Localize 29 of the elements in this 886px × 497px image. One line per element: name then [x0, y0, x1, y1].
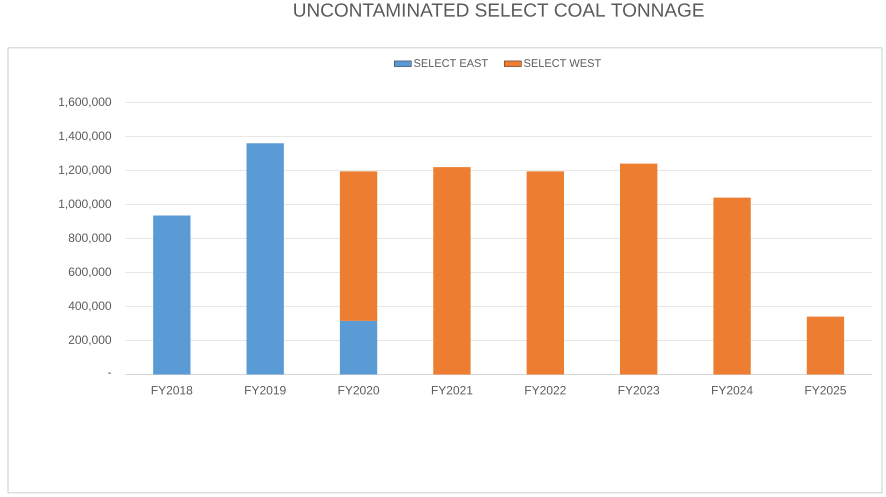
x-tick-label: FY2021	[432, 386, 472, 395]
x-tick-label: FY2020	[338, 386, 380, 395]
legend-label: SELECT EAST	[414, 59, 488, 68]
bar	[340, 320, 378, 375]
legend-label: SELECT WEST	[524, 59, 601, 68]
x-tick-label: FY2018	[152, 386, 192, 395]
bar	[713, 198, 751, 375]
x-tick-label: FY2019	[245, 386, 286, 395]
y-tick-label: 200,000	[68, 336, 112, 346]
x-tick-label: FY2022	[525, 386, 566, 395]
y-tick-label: 1,000,000	[59, 200, 112, 210]
y-tick-label: 1,600,000	[59, 98, 112, 108]
chart-title: UNCONTAMINATED SELECT COAL TONNAGE	[294, 3, 704, 17]
y-tick-label: 800,000	[68, 234, 112, 244]
bar	[806, 316, 844, 375]
y-tick-label: 600,000	[68, 268, 112, 278]
bar	[153, 216, 190, 375]
bar	[620, 164, 658, 375]
y-tick-label: -	[108, 372, 112, 374]
bar	[246, 143, 284, 375]
bar	[526, 171, 564, 375]
y-tick-label: 400,000	[68, 302, 112, 312]
bar	[433, 167, 471, 375]
x-tick-label: FY2023	[618, 386, 660, 395]
x-tick-label: FY2025	[805, 386, 846, 395]
y-tick-label: 1,200,000	[59, 166, 112, 176]
x-tick-label: FY2024	[712, 386, 753, 395]
bar	[340, 171, 378, 321]
y-tick-label: 1,400,000	[59, 132, 112, 142]
